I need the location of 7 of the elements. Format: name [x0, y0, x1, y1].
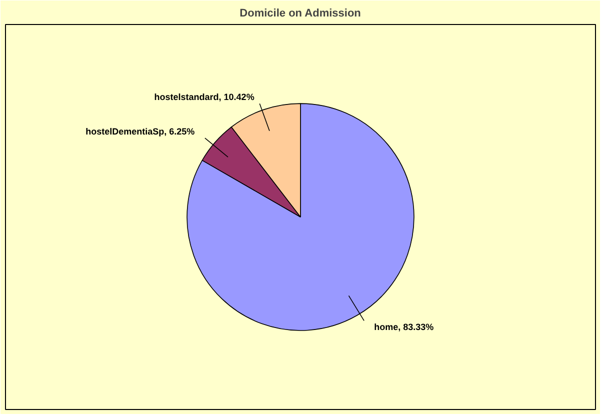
data-label: , 10.42% — [218, 92, 254, 102]
data-label: , 6.25% — [164, 126, 195, 137]
slice-label: hostelDementiaSp — [86, 126, 165, 137]
slice-label: home — [374, 322, 398, 332]
data-label: , 83.33% — [398, 322, 434, 332]
slice-label: hostelstandard — [154, 92, 219, 102]
chart-title: Domicile on Admission — [240, 8, 362, 20]
